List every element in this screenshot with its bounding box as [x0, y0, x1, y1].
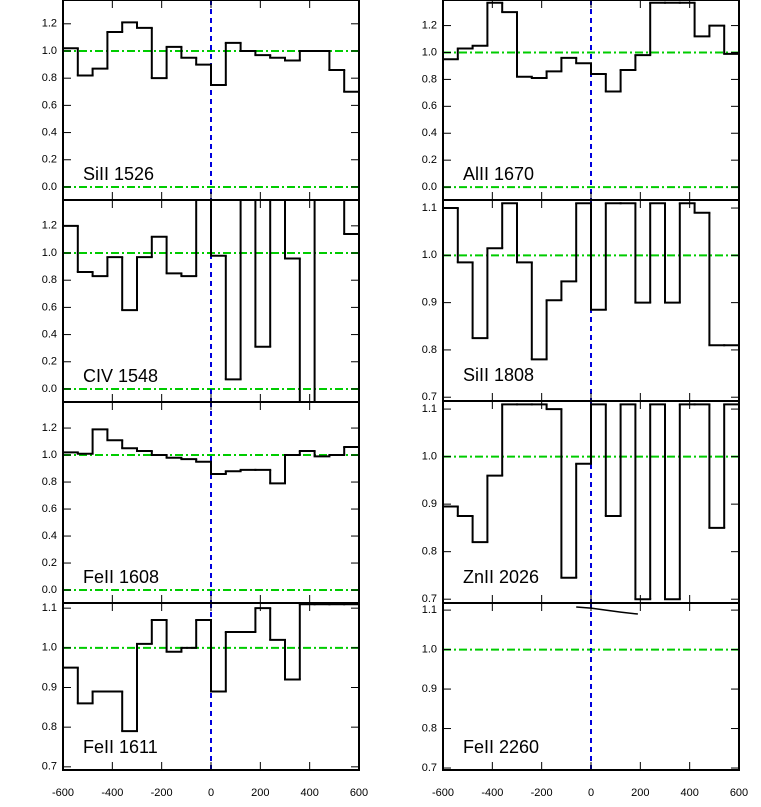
y-tick-label: 0.6 — [42, 99, 57, 111]
y-tick-label: 0.2 — [42, 557, 57, 569]
panel: 0.0 0.2 0.4 0.6 0.8 1.0 1.2 FeII 1608 — [42, 401, 360, 604]
y-tick-label: 0.0 — [42, 584, 57, 596]
panel: 0.0 0.2 0.4 0.6 0.8 1.0 1.2 SiII 1526 — [42, 0, 360, 201]
y-tick-label: 0.6 — [42, 503, 57, 515]
y-tick-label: 0.9 — [422, 498, 437, 510]
y-tick-label: 1.0 — [422, 249, 437, 261]
x-tick-label: -200 — [151, 787, 173, 799]
x-tick-label: 600 — [730, 787, 748, 799]
y-tick-label: 0.8 — [42, 72, 57, 84]
plot-area — [443, 603, 739, 770]
x-tick-label: 600 — [350, 787, 368, 799]
y-tick-label: 1.1 — [422, 403, 437, 415]
panel-label: CIV 1548 — [83, 366, 158, 386]
y-tick-label: 0.8 — [422, 344, 437, 356]
panel-label: FeII 1611 — [83, 737, 158, 757]
x-tick-label: 0 — [588, 787, 594, 799]
y-tick-label: 1.1 — [42, 602, 57, 614]
y-tick-label: 1.0 — [42, 45, 57, 57]
y-tick-label: 1.1 — [422, 202, 437, 214]
y-tick-label: 0.0 — [42, 383, 57, 395]
panel: 0.0 0.2 0.4 0.6 0.8 1.0 1.2 CIV 1548 — [42, 199, 360, 403]
y-tick-label: 1.1 — [422, 604, 437, 616]
x-tick-label: 400 — [300, 787, 318, 799]
y-tick-label: 0.8 — [42, 274, 57, 286]
y-tick-label: 0.9 — [422, 683, 437, 695]
y-tick-label: 0.8 — [42, 721, 57, 733]
y-tick-label: 0.4 — [42, 530, 57, 542]
panel-label: AlII 1670 — [463, 164, 534, 184]
panel: 0.7 0.8 0.9 1.0 1.1 -600 -400 -200 0 200 400 600 FeI… — [422, 602, 748, 799]
y-tick-label: 0.2 — [42, 154, 57, 166]
y-tick-label: 1.0 — [422, 643, 437, 655]
panel: 0.0 0.2 0.4 0.6 0.8 1.0 1.2 AlII 1670 — [422, 0, 740, 201]
plot-area — [63, 0, 359, 200]
y-tick-label: 1.2 — [422, 19, 437, 31]
y-tick-label: 1.0 — [422, 451, 437, 463]
panel: 0.7 0.8 0.9 1.0 1.1 -600 -400 -200 0 200 400 600 FeI… — [42, 602, 368, 799]
panel: 0.7 0.8 0.9 1.0 1.1 ZnII 2026 — [422, 400, 740, 605]
x-tick-label: 200 — [631, 787, 649, 799]
y-tick-label: 1.0 — [42, 247, 57, 259]
y-tick-label: 0.4 — [42, 126, 57, 138]
plot-area — [443, 200, 739, 401]
x-tick-label: -200 — [531, 787, 553, 799]
y-tick-label: 1.2 — [42, 220, 57, 232]
y-tick-label: 1.2 — [42, 422, 57, 434]
y-tick-label: 0.7 — [422, 391, 437, 403]
data-line — [576, 606, 638, 615]
y-tick-label: 0.7 — [422, 762, 437, 774]
y-tick-label: 0.0 — [42, 181, 57, 193]
y-tick-label: 1.2 — [42, 18, 57, 30]
x-tick-label: -400 — [481, 787, 503, 799]
panel: 0.7 0.8 0.9 1.0 1.1 SiII 1808 — [422, 199, 740, 403]
y-tick-label: 0.4 — [422, 127, 437, 139]
plot-area — [443, 401, 739, 603]
x-tick-label: -400 — [101, 787, 123, 799]
x-tick-label: -600 — [432, 787, 454, 799]
y-tick-label: 0.0 — [422, 181, 437, 193]
y-tick-label: 0.2 — [42, 356, 57, 368]
y-tick-label: 0.9 — [422, 297, 437, 309]
panel-label: ZnII 2026 — [463, 567, 539, 587]
plot-area — [63, 402, 359, 603]
y-tick-label: 0.4 — [42, 328, 57, 340]
x-tick-label: 200 — [251, 787, 269, 799]
panel-label: FeII 1608 — [83, 567, 159, 587]
y-tick-label: 0.8 — [42, 476, 57, 488]
plot-area — [443, 0, 739, 200]
x-tick-label: -600 — [52, 787, 74, 799]
x-tick-label: 400 — [680, 787, 698, 799]
y-tick-label: 1.0 — [42, 449, 57, 461]
panel-label: SiII 1526 — [83, 164, 154, 184]
y-tick-label: 1.0 — [422, 46, 437, 58]
y-tick-label: 0.7 — [42, 761, 57, 773]
panel-label: FeII 2260 — [463, 737, 539, 757]
x-tick-label: 0 — [208, 787, 214, 799]
y-tick-label: 1.0 — [42, 642, 57, 654]
y-tick-label: 0.2 — [422, 154, 437, 166]
y-tick-label: 0.6 — [42, 301, 57, 313]
plot-area — [63, 603, 359, 770]
y-tick-label: 0.6 — [422, 100, 437, 112]
y-tick-label: 0.9 — [42, 681, 57, 693]
y-tick-label: 0.8 — [422, 73, 437, 85]
y-tick-label: 0.8 — [422, 546, 437, 558]
panel-label: SiII 1808 — [463, 365, 534, 385]
y-tick-label: 0.8 — [422, 722, 437, 734]
y-tick-label: 0.7 — [422, 593, 437, 605]
